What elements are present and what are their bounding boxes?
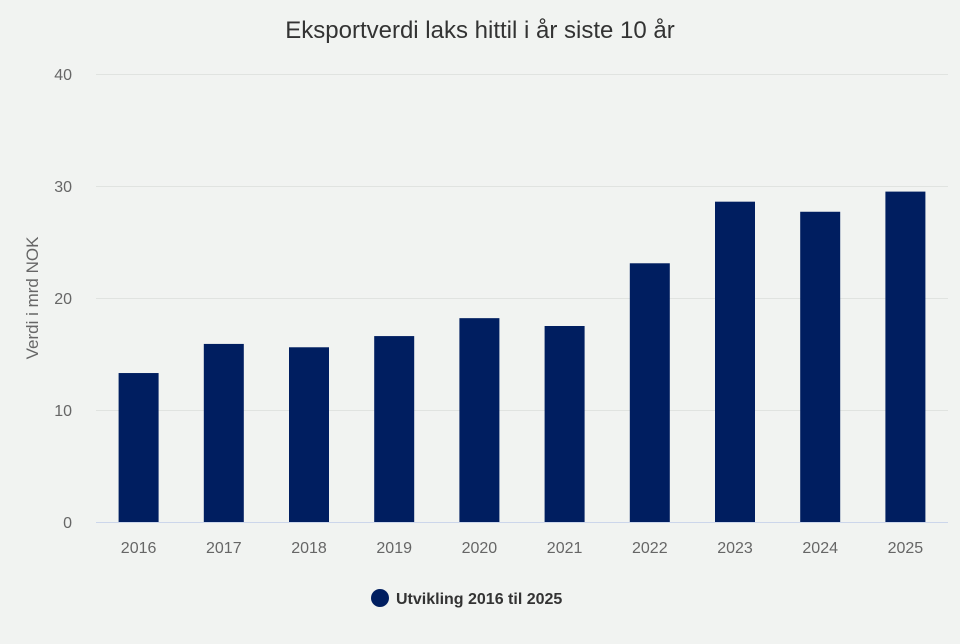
bar-2022[interactable] bbox=[629, 263, 670, 522]
x-tick-label: 2020 bbox=[462, 540, 498, 557]
legend-item[interactable]: Utvikling 2016 til 2025 bbox=[371, 589, 562, 608]
bar-2017[interactable] bbox=[203, 343, 244, 522]
x-tick-label: 2016 bbox=[121, 540, 157, 557]
legend-marker bbox=[371, 589, 389, 607]
legend-label: Utvikling 2016 til 2025 bbox=[396, 591, 562, 608]
bars bbox=[118, 191, 926, 522]
bar-2023[interactable] bbox=[715, 201, 755, 522]
bar-2018[interactable] bbox=[289, 347, 329, 522]
bar-2019[interactable] bbox=[374, 336, 415, 522]
x-tick-label: 2023 bbox=[717, 540, 753, 557]
y-axis-label: Verdi i mrd NOK bbox=[23, 236, 42, 359]
bar-2020[interactable] bbox=[459, 318, 500, 522]
y-axis-ticks: 0 10 20 30 40 bbox=[54, 67, 72, 532]
x-tick-label: 2018 bbox=[291, 540, 327, 557]
x-tick-label: 2017 bbox=[206, 540, 242, 557]
bar-2024[interactable] bbox=[800, 211, 841, 522]
x-tick-label: 2025 bbox=[888, 540, 924, 557]
y-tick-label: 20 bbox=[54, 291, 72, 308]
x-tick-label: 2021 bbox=[547, 540, 583, 557]
y-tick-label: 10 bbox=[54, 403, 72, 420]
x-tick-label: 2024 bbox=[802, 540, 838, 557]
x-tick-label: 2019 bbox=[376, 540, 412, 557]
y-tick-label: 40 bbox=[54, 67, 72, 84]
x-tick-label: 2022 bbox=[632, 540, 668, 557]
y-tick-label: 0 bbox=[63, 515, 72, 532]
chart-title: Eksportverdi laks hittil i år siste 10 å… bbox=[285, 17, 674, 44]
bar-2016[interactable] bbox=[118, 373, 159, 522]
bar-2025[interactable] bbox=[885, 191, 926, 522]
x-axis-ticks: 2016 2017 2018 2019 2020 2021 2022 2023 2024 2025 bbox=[121, 540, 923, 557]
bar-2021[interactable] bbox=[544, 326, 585, 522]
y-tick-label: 30 bbox=[54, 179, 72, 196]
